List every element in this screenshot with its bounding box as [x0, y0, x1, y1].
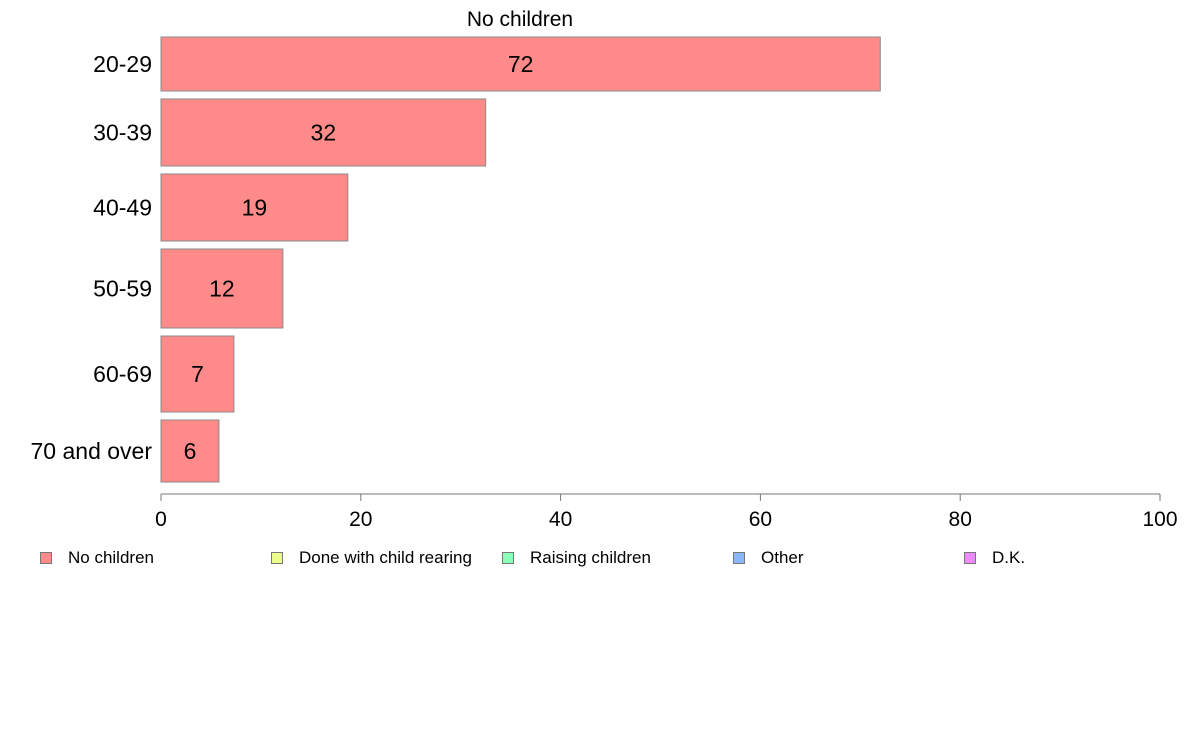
- legend-label: Done with child rearing: [299, 548, 472, 567]
- bar-60-69: [160, 335, 235, 413]
- legend-item: No children: [40, 548, 154, 568]
- category-label: 60-69: [93, 361, 152, 387]
- legend-label: Raising children: [530, 548, 651, 567]
- data-label: 7: [191, 361, 204, 387]
- bar-20-29: [160, 36, 881, 92]
- legend-item: Other: [733, 548, 804, 568]
- category-labels: 20-29 30-39 40-49 50-59 60-69 70 and over: [31, 51, 153, 464]
- category-label: 40-49: [93, 195, 152, 221]
- bar-40-49: [160, 173, 349, 242]
- data-label: 32: [311, 120, 337, 146]
- category-label: 20-29: [93, 51, 152, 77]
- bar-30-39: [160, 98, 487, 167]
- legend-swatch: [964, 552, 976, 564]
- legend-item: D.K.: [964, 548, 1025, 568]
- x-tick-label: 20: [349, 508, 372, 531]
- x-tick-label: 40: [549, 508, 572, 531]
- x-tick-label: 80: [949, 508, 972, 531]
- category-label: 50-59: [93, 276, 152, 302]
- category-label: 30-39: [93, 120, 152, 146]
- chart-title: No children: [467, 8, 573, 31]
- x-tick-label: 0: [155, 508, 167, 531]
- legend-label: No children: [68, 548, 154, 567]
- data-label: 72: [508, 51, 534, 77]
- x-axis: 0 20 40 60 80 100: [155, 493, 1178, 531]
- data-label: 12: [209, 276, 235, 302]
- legend-swatch: [733, 552, 745, 564]
- legend-swatch: [271, 552, 283, 564]
- bar-50-59: [160, 248, 284, 329]
- data-label: 6: [184, 438, 197, 464]
- category-label: 70 and over: [31, 438, 153, 464]
- legend-item: Done with child rearing: [271, 548, 472, 568]
- bars-layer: 72 32 19 12 7 6: [160, 36, 881, 483]
- legend-item: Raising children: [502, 548, 651, 568]
- legend-swatch: [502, 552, 514, 564]
- legend-label: D.K.: [992, 548, 1026, 567]
- legend-label: Other: [761, 548, 804, 567]
- x-tick-label: 100: [1142, 508, 1177, 531]
- legend-swatch: [40, 552, 52, 564]
- bar-70-and-over: [160, 419, 220, 483]
- legend: No children Done with child rearing Raisin…: [0, 548, 1188, 568]
- data-label: 19: [242, 195, 268, 221]
- x-tick-label: 60: [749, 508, 772, 531]
